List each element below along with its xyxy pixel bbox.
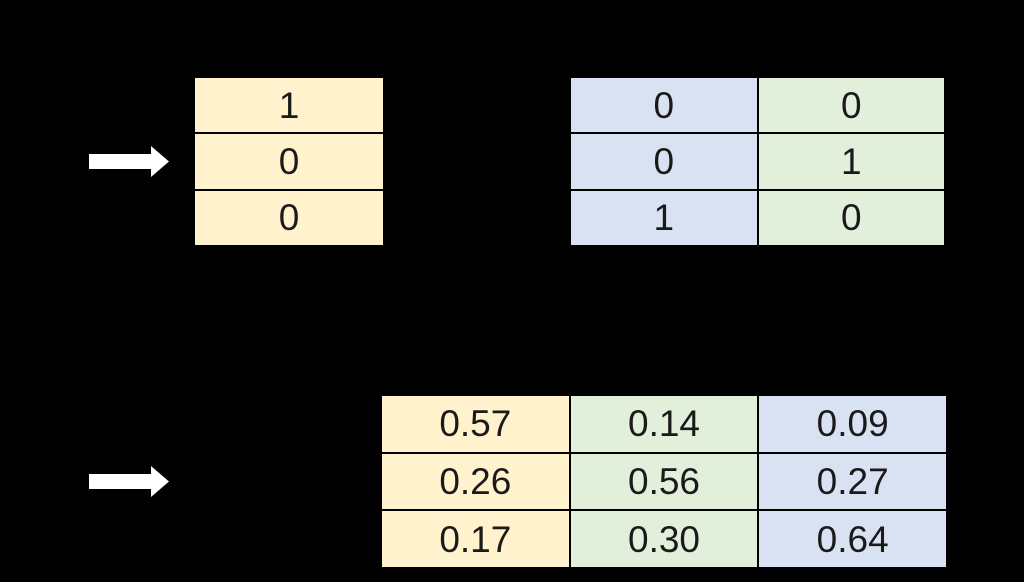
right-arrow-shape (89, 146, 169, 177)
one-hot-vector-table: 1 0 0 (195, 78, 383, 245)
table-cell: 0.17 (382, 511, 569, 568)
table-cell: 0.27 (759, 453, 947, 510)
table-cell: 0.57 (382, 396, 569, 452)
prob-column-blue: 0.09 0.27 0.64 (759, 396, 947, 568)
table-cell: 0.14 (570, 396, 758, 452)
right-arrow-icon (89, 466, 169, 497)
table-cell: 0 (195, 134, 383, 189)
probability-matrix-table: 0.57 0.26 0.17 0.14 0.56 0.30 0.09 0.27 … (382, 396, 947, 568)
pair-column-green: 0 1 0 (758, 78, 944, 245)
table-cell: 0 (571, 134, 757, 189)
table-cell: 1 (195, 78, 383, 133)
table-cell: 0 (195, 190, 383, 245)
one-hot-pair-table: 0 0 1 0 1 0 (571, 78, 944, 245)
right-arrow-shape (89, 466, 169, 497)
table-cell: 1 (571, 190, 757, 245)
pair-column-blue: 0 0 1 (571, 78, 757, 245)
table-cell: 0.26 (382, 453, 569, 510)
right-arrow-icon (89, 146, 169, 177)
table-cell: 0.09 (759, 396, 947, 452)
table-cell: 1 (758, 134, 944, 189)
prob-column-cream: 0.57 0.26 0.17 (382, 396, 569, 568)
table-cell: 0.56 (570, 453, 758, 510)
table-cell: 0 (571, 78, 757, 133)
prob-column-green: 0.14 0.56 0.30 (570, 396, 758, 568)
table-cell: 0 (758, 78, 944, 133)
table-cell: 0 (758, 190, 944, 245)
table-cell: 0.64 (759, 511, 947, 568)
table-cell: 0.30 (570, 511, 758, 568)
one-hot-column: 1 0 0 (195, 78, 383, 245)
